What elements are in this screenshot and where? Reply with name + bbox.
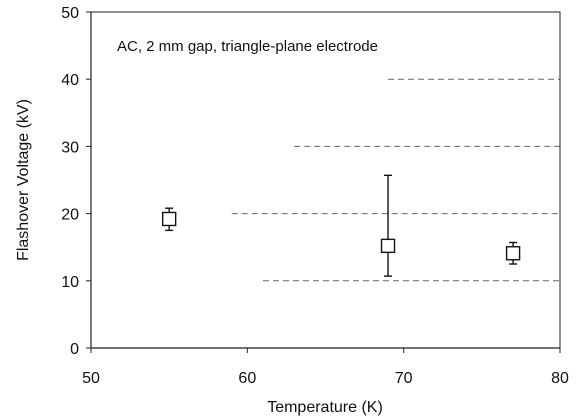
y-axis-ticks: 0 10 20 30 40 50	[61, 5, 91, 358]
x-axis-title: Temperature (K)	[267, 399, 383, 416]
y-tick-label-0: 0	[70, 341, 79, 358]
x-tick-label-60: 60	[238, 370, 256, 387]
marker-square-3	[505, 246, 521, 261]
data-point-1	[161, 207, 177, 232]
grid-layer	[231, 78, 560, 282]
data-point-3	[505, 241, 521, 265]
x-tick-label-70: 70	[395, 370, 413, 387]
data-point-2	[380, 174, 396, 277]
y-tick-label-40: 40	[61, 72, 79, 89]
x-tick-label-50: 50	[82, 370, 100, 387]
chart-annotation: AC, 2 mm gap, triangle-plane electrode	[117, 38, 378, 55]
y-axis-title: Flashover Voltage (kV)	[15, 99, 32, 261]
plot-area-frame	[90, 11, 561, 349]
y-tick-label-30: 30	[61, 139, 79, 156]
x-axis-ticks: 50 60 70 80	[82, 348, 569, 387]
y-tick-label-50: 50	[61, 5, 79, 22]
data-points	[161, 174, 521, 277]
x-tick-label-80: 80	[551, 370, 569, 387]
marker-square-2	[380, 238, 396, 254]
y-tick-label-10: 10	[61, 274, 79, 291]
marker-square-1	[161, 211, 177, 227]
y-tick-label-20: 20	[61, 207, 79, 224]
